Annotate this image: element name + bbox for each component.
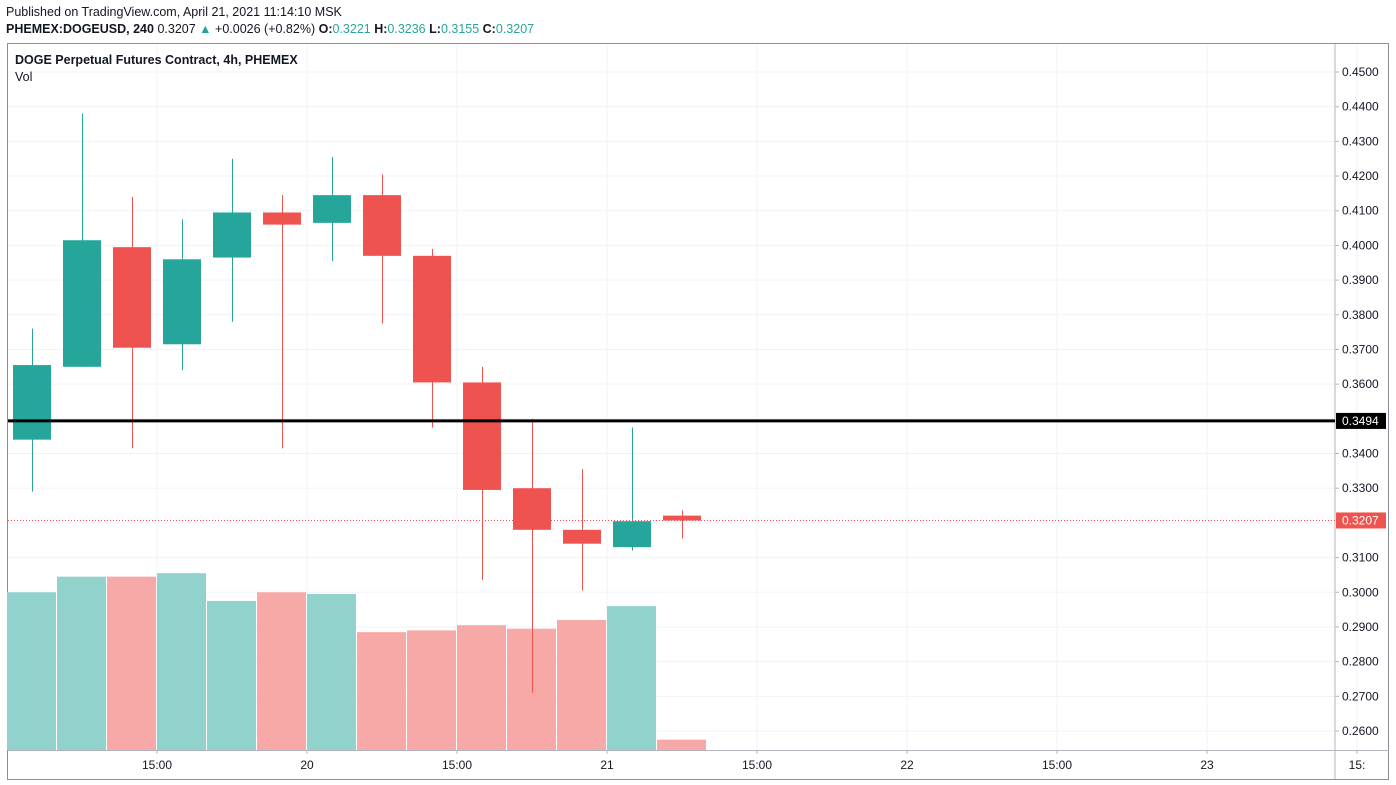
volume-bar [457,625,506,750]
volume-bar [257,592,306,750]
high-value: 0.3236 [387,22,426,36]
y-tick-label: 0.4400 [1342,100,1379,114]
high-label: H: [374,22,388,36]
low-value: 0.3155 [440,22,480,36]
up-arrow-icon: ▲ [199,22,212,36]
candle-body [363,195,401,256]
candle-body [563,529,601,544]
y-tick-label: 0.3900 [1342,273,1379,287]
last-price: 0.3207 [157,22,196,36]
close-value: 0.3207 [495,22,535,36]
candle-body [13,365,51,440]
candle-body [113,247,151,348]
y-tick-label: 0.3800 [1342,308,1379,322]
volume-bar [7,592,56,750]
x-tick-label: 15:00 [742,758,772,772]
volume-bar [157,573,206,750]
x-tick-label: 22 [900,758,914,772]
y-tick-label: 0.4200 [1342,169,1379,183]
candle-body [163,259,201,345]
volume-bar [207,600,256,750]
x-tick-label: 15:00 [142,758,172,772]
y-tick-label: 0.4500 [1342,65,1379,79]
symbol-name: PHEMEX:DOGEUSD, 240 [6,22,154,36]
y-tick-label: 0.3600 [1342,377,1379,391]
volume-bar [57,576,106,750]
volume-bar [307,593,356,750]
x-tick-label: 15:00 [1042,758,1072,772]
y-tick-label: 0.3300 [1342,481,1379,495]
chart-frame [7,43,1389,780]
y-tick-label: 0.2900 [1342,620,1379,634]
low-label: L: [429,22,441,36]
y-tick-label: 0.4000 [1342,238,1379,252]
candle-body [63,240,101,367]
y-tick-label: 0.2600 [1342,724,1379,738]
x-tick-label: 21 [600,758,614,772]
published-caption: Published on TradingView.com, April 21, … [6,5,342,19]
candle-body [213,212,251,258]
y-tick-label: 0.4300 [1342,134,1379,148]
support-line-badge-label: 0.3494 [1342,414,1379,428]
y-tick-label: 0.3700 [1342,342,1379,356]
candle-body [663,515,701,521]
y-tick-label: 0.3400 [1342,447,1379,461]
volume-bar [357,632,406,750]
last-price-badge-label: 0.3207 [1342,513,1379,527]
open-label: O: [318,22,333,36]
y-tick-label: 0.2700 [1342,689,1379,703]
candle-body [313,195,351,223]
volume-bar [407,630,456,750]
candle-body [263,212,301,225]
x-tick-label: 20 [300,758,314,772]
support-line-badge-bg [1336,412,1386,429]
volume-bar [657,739,706,750]
candle-body [613,521,651,548]
y-tick-label: 0.3100 [1342,551,1379,565]
candle-body [413,255,451,383]
x-tick-label: 15: [1349,758,1366,772]
y-tick-label: 0.4100 [1342,204,1379,218]
price-change: +0.0026 (+0.82%) [215,22,316,36]
volume-bar [107,576,156,750]
volume-legend: Vol [15,70,33,84]
volume-bar [607,606,656,750]
close-label: C: [482,22,496,36]
y-tick-label: 0.2800 [1342,655,1379,669]
last-price-badge-bg [1336,512,1386,529]
y-tick-label: 0.3000 [1342,585,1379,599]
x-tick-label: 23 [1200,758,1214,772]
volume-bar [557,620,606,750]
candle-body [513,488,551,530]
candle-body [463,382,501,490]
symbol-header: PHEMEX:DOGEUSD, 240 0.3207 ▲ +0.0026 (+0… [6,22,534,36]
volume-bar [507,628,556,750]
open-value: 0.3221 [332,22,371,36]
x-tick-label: 15:00 [442,758,472,772]
chart-legend-title: DOGE Perpetual Futures Contract, 4h, PHE… [15,53,298,67]
